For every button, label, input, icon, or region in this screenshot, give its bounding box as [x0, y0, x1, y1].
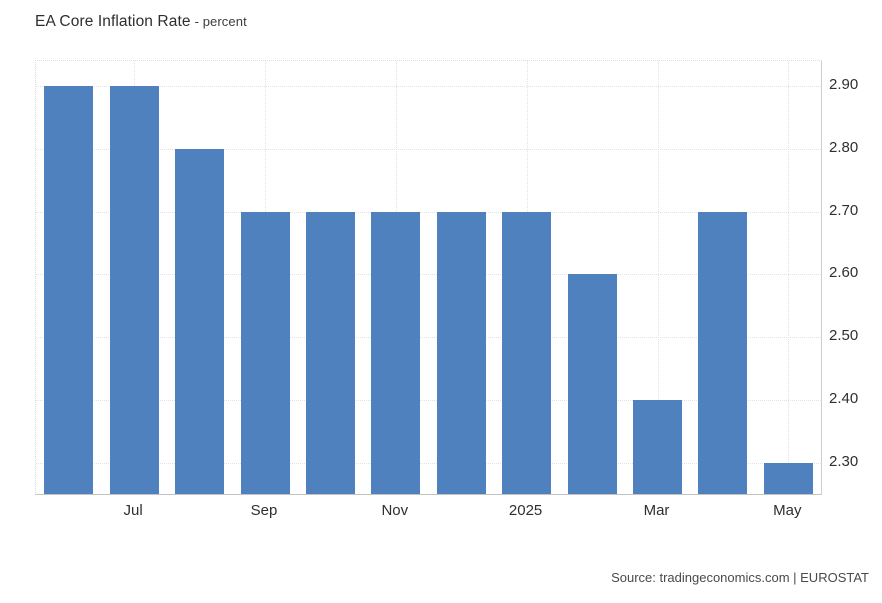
- x-tick-label: Nov: [381, 502, 409, 519]
- chart-title: EA Core Inflation Rate - percent: [35, 13, 247, 31]
- gridline-vertical: [788, 61, 790, 494]
- bar-sep-2024[interactable]: [240, 211, 290, 494]
- gridline-horizontal: [36, 399, 821, 401]
- bar-aug-2024[interactable]: [175, 148, 224, 494]
- gridline-vertical: [657, 61, 659, 494]
- bar-jun-2024[interactable]: [44, 86, 94, 494]
- source-attribution: Source: tradingeconomics.com | EUROSTAT: [611, 570, 869, 585]
- bar-feb-2025[interactable]: [567, 274, 617, 494]
- gridline-horizontal: [36, 462, 821, 464]
- y-tick-label: 2.80: [829, 138, 859, 156]
- gridline-horizontal: [36, 337, 821, 339]
- gridline-horizontal: [36, 148, 821, 150]
- chart-title-text: EA Core Inflation Rate: [35, 13, 191, 30]
- plot-area: [35, 60, 822, 495]
- y-tick-label: 2.50: [829, 327, 859, 345]
- x-tick-label: Mar: [643, 502, 670, 519]
- bar-nov-2024[interactable]: [371, 211, 421, 494]
- y-tick-label: 2.70: [829, 201, 859, 219]
- bar-dec-2024[interactable]: [436, 211, 486, 494]
- x-tick-label: Sep: [250, 502, 278, 519]
- chart-subtitle-text: - percent: [194, 14, 247, 29]
- bar-jan-2025[interactable]: [502, 211, 552, 494]
- x-tick-label: May: [773, 502, 802, 519]
- bar-mar-2025[interactable]: [633, 399, 682, 494]
- x-tick-label: 2025: [508, 502, 543, 519]
- y-tick-label: 2.60: [829, 264, 859, 282]
- y-tick-label: 2.90: [829, 76, 859, 94]
- gridline-horizontal: [36, 274, 821, 276]
- gridline-horizontal: [36, 86, 821, 88]
- bar-oct-2024[interactable]: [305, 211, 355, 494]
- bar-apr-2025[interactable]: [698, 211, 748, 494]
- bar-jul-2024[interactable]: [109, 86, 159, 494]
- x-tick-label: Jul: [123, 502, 143, 519]
- y-tick-label: 2.30: [829, 452, 859, 470]
- y-tick-label: 2.40: [829, 389, 859, 407]
- bar-may-2025[interactable]: [763, 462, 813, 494]
- gridline-horizontal: [36, 211, 821, 213]
